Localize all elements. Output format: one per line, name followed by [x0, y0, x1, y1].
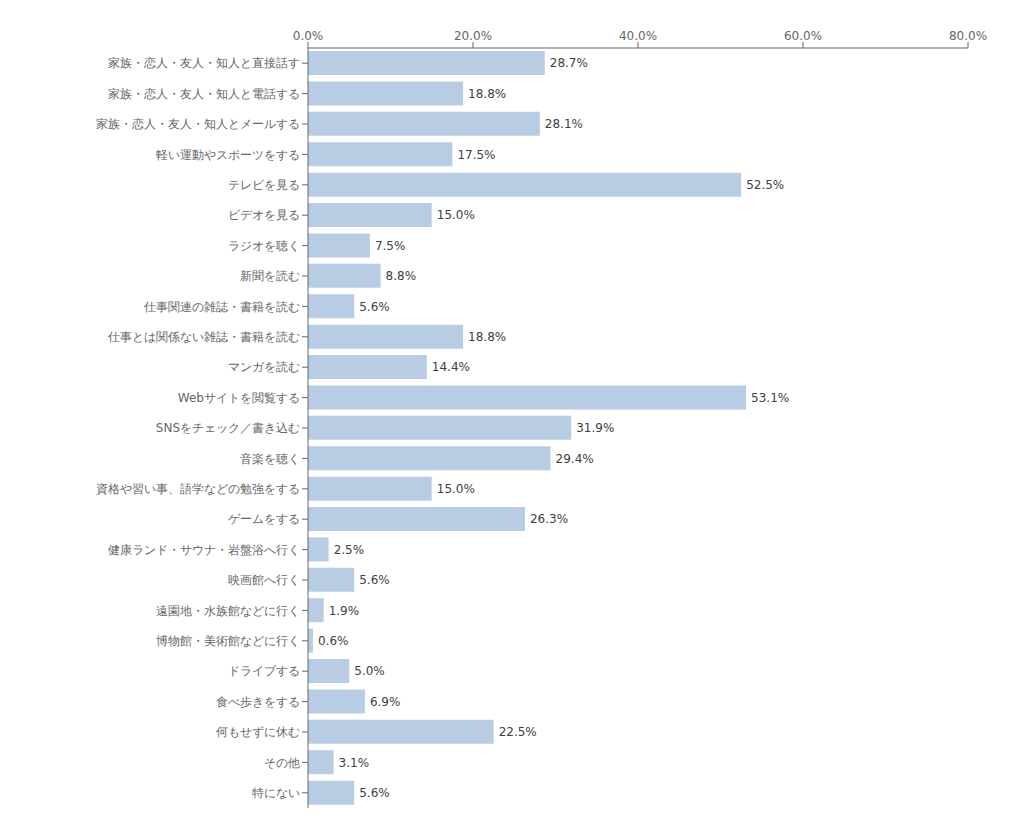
svg-text:0.0%: 0.0% [293, 29, 324, 43]
svg-text:家族・恋人・友人・知人と電話する: 家族・恋人・友人・知人と電話する [108, 87, 300, 101]
svg-text:5.0%: 5.0% [354, 664, 385, 678]
svg-text:博物館・美術館などに行く: 博物館・美術館などに行く [156, 634, 300, 648]
svg-text:80.0%: 80.0% [949, 29, 987, 43]
svg-text:健康ランド・サウナ・岩盤浴へ行く: 健康ランド・サウナ・岩盤浴へ行く [108, 543, 300, 557]
svg-text:22.5%: 22.5% [499, 725, 537, 739]
svg-text:8.8%: 8.8% [386, 269, 417, 283]
svg-text:52.5%: 52.5% [746, 178, 784, 192]
svg-text:5.6%: 5.6% [359, 573, 390, 587]
svg-text:2.5%: 2.5% [334, 543, 365, 557]
svg-text:マンガを読む: マンガを読む [228, 360, 300, 374]
svg-text:ラジオを聴く: ラジオを聴く [228, 239, 300, 253]
svg-text:5.6%: 5.6% [359, 786, 390, 800]
svg-text:3.1%: 3.1% [339, 756, 370, 770]
svg-text:資格や習い事、語学などの勉強をする: 資格や習い事、語学などの勉強をする [96, 482, 300, 496]
svg-text:28.7%: 28.7% [550, 56, 588, 70]
svg-text:映画館へ行く: 映画館へ行く [228, 573, 300, 587]
svg-text:ゲームをする: ゲームをする [228, 512, 300, 526]
svg-text:53.1%: 53.1% [751, 391, 789, 405]
svg-text:食べ歩きをする: 食べ歩きをする [216, 695, 300, 709]
svg-text:新聞を読む: 新聞を読む [240, 269, 300, 283]
svg-text:17.5%: 17.5% [457, 148, 495, 162]
svg-text:軽い運動やスポーツをする: 軽い運動やスポーツをする [156, 148, 300, 162]
svg-text:1.9%: 1.9% [329, 604, 360, 618]
svg-text:ドライブする: ドライブする [228, 664, 300, 678]
svg-text:0.6%: 0.6% [318, 634, 349, 648]
svg-text:31.9%: 31.9% [576, 421, 614, 435]
svg-text:15.0%: 15.0% [437, 208, 475, 222]
svg-text:仕事関連の雑誌・書籍を読む: 仕事関連の雑誌・書籍を読む [143, 300, 300, 314]
svg-text:7.5%: 7.5% [375, 239, 406, 253]
svg-text:SNSをチェック／書き込む: SNSをチェック／書き込む [156, 421, 300, 435]
svg-text:15.0%: 15.0% [437, 482, 475, 496]
svg-text:遠園地・水族館などに行く: 遠園地・水族館などに行く [156, 604, 300, 618]
svg-text:29.4%: 29.4% [556, 452, 594, 466]
svg-text:14.4%: 14.4% [432, 360, 470, 374]
svg-text:ビデオを見る: ビデオを見る [228, 208, 300, 222]
svg-text:26.3%: 26.3% [530, 512, 568, 526]
svg-text:その他: その他 [264, 756, 300, 770]
svg-text:18.8%: 18.8% [468, 87, 506, 101]
svg-text:特にない: 特にない [252, 786, 300, 800]
svg-text:仕事とは関係ない雑誌・書籍を読む: 仕事とは関係ない雑誌・書籍を読む [107, 330, 300, 344]
svg-text:6.9%: 6.9% [370, 695, 401, 709]
svg-text:18.8%: 18.8% [468, 330, 506, 344]
svg-text:28.1%: 28.1% [545, 117, 583, 131]
svg-text:40.0%: 40.0% [619, 29, 657, 43]
svg-text:家族・恋人・友人・知人と直接話す: 家族・恋人・友人・知人と直接話す [108, 56, 300, 70]
svg-text:音楽を聴く: 音楽を聴く [240, 452, 300, 466]
svg-text:何もせずに休む: 何もせずに休む [216, 725, 300, 739]
svg-text:5.6%: 5.6% [359, 300, 390, 314]
svg-text:60.0%: 60.0% [784, 29, 822, 43]
svg-text:20.0%: 20.0% [454, 29, 492, 43]
svg-text:家族・恋人・友人・知人とメールする: 家族・恋人・友人・知人とメールする [96, 117, 300, 131]
svg-text:Webサイトを閲覧する: Webサイトを閲覧する [178, 391, 300, 405]
svg-text:テレビを見る: テレビを見る [228, 178, 300, 192]
